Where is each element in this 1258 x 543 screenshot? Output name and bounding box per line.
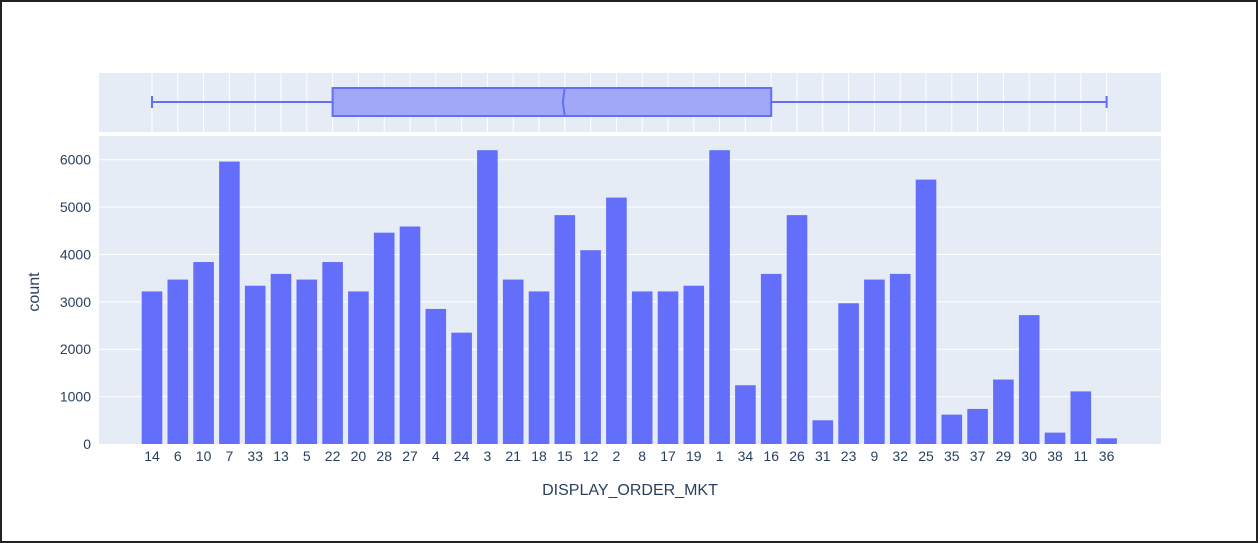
y-tick-label: 0 [83,436,91,452]
x-tick-label: 21 [505,448,521,464]
x-axis-title: DISPLAY_ORDER_MKT [542,482,718,499]
bar [528,291,550,444]
x-tick-label: 19 [686,448,702,464]
bar [631,291,653,444]
bar [322,262,343,444]
x-tick-label: 22 [325,448,341,464]
x-tick-label: 1 [716,448,724,464]
bar [657,291,679,444]
x-tick-label: 7 [226,448,234,464]
y-axis-title: count [26,272,43,312]
bar [580,250,601,444]
x-tick-label: 13 [273,448,289,464]
x-tick-label: 23 [841,448,857,464]
x-tick-label: 20 [351,448,367,464]
bar [1096,438,1117,444]
bar [451,332,472,444]
x-tick-label: 27 [402,448,418,464]
x-tick-label: 16 [763,448,779,464]
bar [244,285,266,444]
x-tick-label: 35 [944,448,960,464]
x-tick-label: 34 [738,448,754,464]
bar [554,215,576,444]
x-tick-label: 5 [303,448,311,464]
x-tick-label: 26 [789,448,805,464]
x-tick-label: 28 [376,448,392,464]
x-tick-label: 10 [196,448,212,464]
box-iqr [331,87,773,117]
y-tick-label: 6000 [60,152,91,168]
y-tick-label: 1000 [60,389,91,405]
bar [1018,315,1040,444]
bar [1044,432,1066,444]
bar [1070,391,1092,444]
x-tick-label: 18 [531,448,547,464]
bar [606,197,627,444]
x-tick-label: 24 [454,448,470,464]
bar [760,273,782,444]
x-tick-label: 30 [1021,448,1037,464]
x-tick-label: 15 [557,448,573,464]
bar [141,291,163,444]
bar [967,408,988,444]
y-tick-label: 4000 [60,246,91,262]
y-tick-label: 5000 [60,199,91,215]
x-tick-label: 25 [918,448,934,464]
bar [425,308,447,444]
x-tick-label: 33 [247,448,263,464]
x-tick-label: 31 [815,448,831,464]
x-tick-label: 8 [638,448,646,464]
bar [812,420,834,444]
bar [993,379,1014,444]
bar [915,179,937,444]
bar [786,215,808,444]
x-tick-label: 38 [1047,448,1063,464]
bar [373,232,395,444]
bar [296,279,318,444]
x-tick-label: 14 [144,448,160,464]
bar [838,303,859,444]
bar [477,150,498,444]
marginal-box-panel [99,73,1161,132]
y-tick-label: 3000 [60,294,91,310]
bar [270,273,292,444]
bar [193,262,214,444]
y-tick-label: 2000 [60,341,91,357]
bar [219,161,240,444]
x-tick-label: 2 [613,448,621,464]
box-median [561,87,566,117]
x-tick-label: 37 [970,448,986,464]
x-tick-label: 12 [583,448,599,464]
x-tick-label: 17 [660,448,676,464]
bar [502,279,524,444]
bar [941,414,963,444]
x-tick-label: 6 [174,448,182,464]
bar [683,285,705,444]
x-tick-label: 11 [1074,448,1089,464]
x-tick-label: 29 [996,448,1012,464]
bar [348,291,369,444]
x-tick-label: 9 [871,448,879,464]
bar [399,226,421,444]
x-tick-label: 32 [892,448,908,464]
bar [735,385,756,444]
bar [889,273,911,444]
bar [864,279,885,444]
bar [709,150,730,444]
bar [167,279,189,444]
x-tick-label: 4 [432,448,440,464]
x-tick-label: 36 [1099,448,1115,464]
x-tick-label: 3 [484,448,492,464]
